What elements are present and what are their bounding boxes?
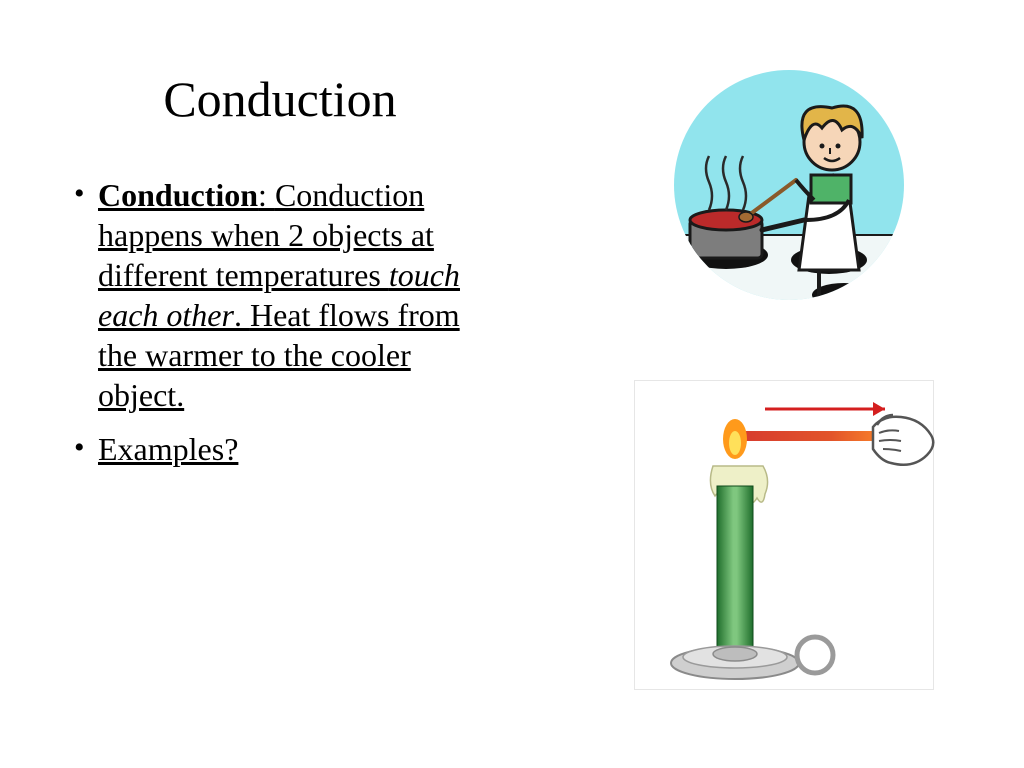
list-item: Examples? [70,429,470,469]
page-title: Conduction [0,70,560,128]
examples-label: Examples? [98,431,238,467]
cooking-illustration [654,60,924,330]
term: Conduction [98,177,258,213]
bullet-list: Conduction: Conduction happens when 2 ob… [70,175,470,483]
list-item: Conduction: Conduction happens when 2 ob… [70,175,470,415]
candle-illustration [634,380,934,690]
